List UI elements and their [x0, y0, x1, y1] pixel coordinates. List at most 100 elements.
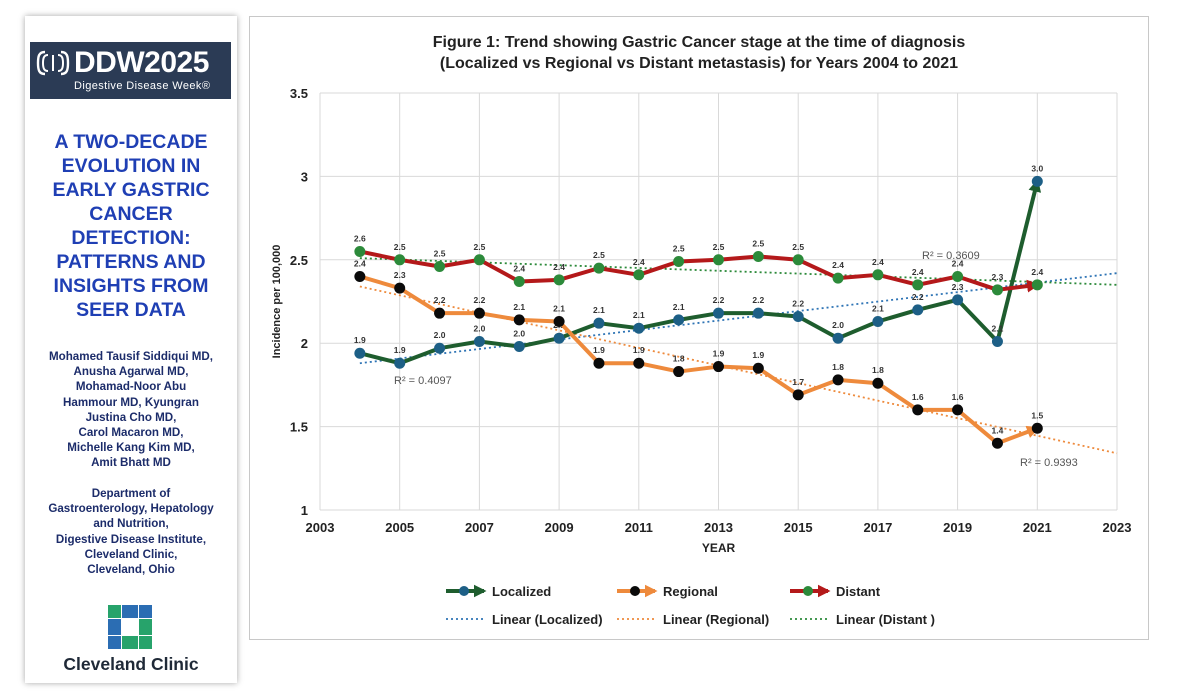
ddw-logo: DDW2025 Digestive Disease Week®	[30, 42, 231, 99]
data-label: 1.9	[354, 335, 366, 345]
cleveland-clinic-logo: Cleveland Clinic	[61, 600, 201, 680]
r-squared-label: R² = 0.9393	[1020, 457, 1078, 469]
data-point	[792, 389, 804, 401]
data-label: 2.0	[434, 330, 446, 340]
x-tick-label: 2015	[784, 520, 813, 535]
data-label: 2.1	[513, 302, 525, 312]
data-point	[952, 294, 964, 306]
data-point	[513, 341, 525, 353]
data-label: 2.1	[872, 304, 884, 314]
data-point	[633, 357, 645, 369]
data-label: 2.4	[952, 258, 964, 268]
department-line: Digestive Disease Institute,	[55, 532, 207, 546]
data-label: 2.4	[912, 267, 924, 277]
ddw-emblem-icon	[36, 50, 70, 76]
data-label: 1.9	[593, 345, 605, 355]
data-point	[832, 272, 844, 284]
data-point	[434, 260, 446, 272]
author-line: Mohamed Tausif Siddiqui MD,	[48, 350, 214, 363]
legend-trend-label: Linear (Regional)	[663, 612, 769, 627]
data-point	[473, 307, 485, 319]
data-point	[991, 284, 1003, 296]
legend-swatch-marker	[459, 586, 469, 596]
series-final-arrow	[996, 425, 1040, 446]
data-point	[872, 316, 884, 328]
ddw-brand-text: DDW2025	[74, 46, 209, 79]
chart-title-line: (Localized vs Regional vs Distant metast…	[440, 55, 958, 72]
author-line: Michelle Kang Kim MD,	[67, 441, 195, 455]
poster-title-line: PATTERNS AND	[56, 251, 206, 273]
data-point	[593, 357, 605, 369]
data-point	[912, 404, 924, 416]
legend-label: Localized	[492, 584, 551, 599]
data-label: 3.0	[1031, 163, 1043, 173]
series-final-arrow	[995, 178, 1042, 343]
data-point	[354, 270, 366, 282]
department-line: Department of	[91, 487, 171, 500]
data-label: 2.3	[992, 272, 1004, 282]
data-point	[792, 254, 804, 266]
data-point	[1031, 279, 1043, 291]
data-label: 2.0	[513, 329, 525, 339]
data-point	[713, 361, 724, 373]
data-label: 2.5	[473, 242, 485, 252]
data-label: 2.1	[992, 324, 1004, 334]
data-point	[832, 332, 844, 344]
y-tick-label: 1.5	[290, 420, 308, 435]
data-point	[792, 311, 804, 323]
y-tick-label: 2	[301, 336, 308, 351]
ddw-subtitle: Digestive Disease Week®	[74, 80, 211, 92]
data-label: 2.5	[673, 243, 685, 253]
poster-title-line: CANCER	[89, 203, 173, 225]
data-label: 2.2	[713, 295, 725, 305]
data-point	[952, 270, 964, 282]
data-label: 1.9	[394, 345, 406, 355]
poster-title-line: INSIGHTS FROM	[53, 275, 209, 297]
data-point	[991, 437, 1003, 449]
author-line: Anusha Agarwal MD,	[73, 365, 189, 379]
r-squared-label: R² = 0.4097	[394, 375, 452, 387]
data-point	[473, 254, 485, 266]
data-point	[912, 279, 924, 291]
legend-swatch-marker	[803, 586, 813, 596]
data-point	[991, 336, 1003, 348]
data-point	[1031, 175, 1043, 187]
x-tick-label: 2009	[545, 520, 574, 535]
data-label: 1.8	[832, 362, 844, 372]
data-label: 2.3	[394, 270, 406, 280]
poster-sidebar: DDW2025 Digestive Disease Week® A TWO-DE…	[25, 16, 237, 683]
data-label: 2.0	[832, 320, 844, 330]
data-label: 2.2	[752, 295, 764, 305]
data-label: 2.4	[553, 262, 565, 272]
x-tick-label: 2011	[625, 520, 653, 535]
data-point	[354, 245, 366, 257]
poster-title-line: SEER DATA	[76, 299, 186, 321]
data-point	[513, 275, 525, 287]
department-line: Gastroenterology, Hepatology	[48, 502, 214, 516]
data-point	[952, 404, 964, 416]
poster-title-line: A TWO-DECADE	[54, 131, 208, 153]
legend-swatch-marker	[630, 586, 640, 596]
data-point	[553, 316, 565, 328]
data-label: 2.4	[633, 257, 645, 267]
author-line: Amit Bhatt MD	[91, 456, 171, 470]
data-label: 2.4	[832, 260, 844, 270]
chart-title-line: Figure 1: Trend showing Gastric Cancer s…	[433, 34, 966, 51]
data-label: 2.1	[593, 305, 605, 315]
data-point	[434, 307, 446, 319]
x-tick-label: 2003	[306, 520, 335, 535]
cleveland-clinic-emblem-icon	[108, 605, 152, 649]
data-point	[872, 269, 884, 281]
data-label: 2.2	[792, 299, 804, 309]
data-point	[394, 282, 406, 294]
data-label: 2.1	[673, 302, 685, 312]
data-label: 2.6	[354, 233, 366, 243]
data-point	[593, 317, 605, 329]
data-point	[752, 307, 764, 319]
author-line: Justina Cho MD,	[85, 410, 177, 424]
data-label: 1.6	[912, 392, 924, 402]
authors-list: Mohamed Tausif Siddiqui MD, Anusha Agarwa…	[25, 349, 237, 471]
y-tick-label: 3	[301, 169, 308, 184]
data-point	[752, 250, 764, 262]
y-tick-label: 1	[301, 503, 308, 518]
